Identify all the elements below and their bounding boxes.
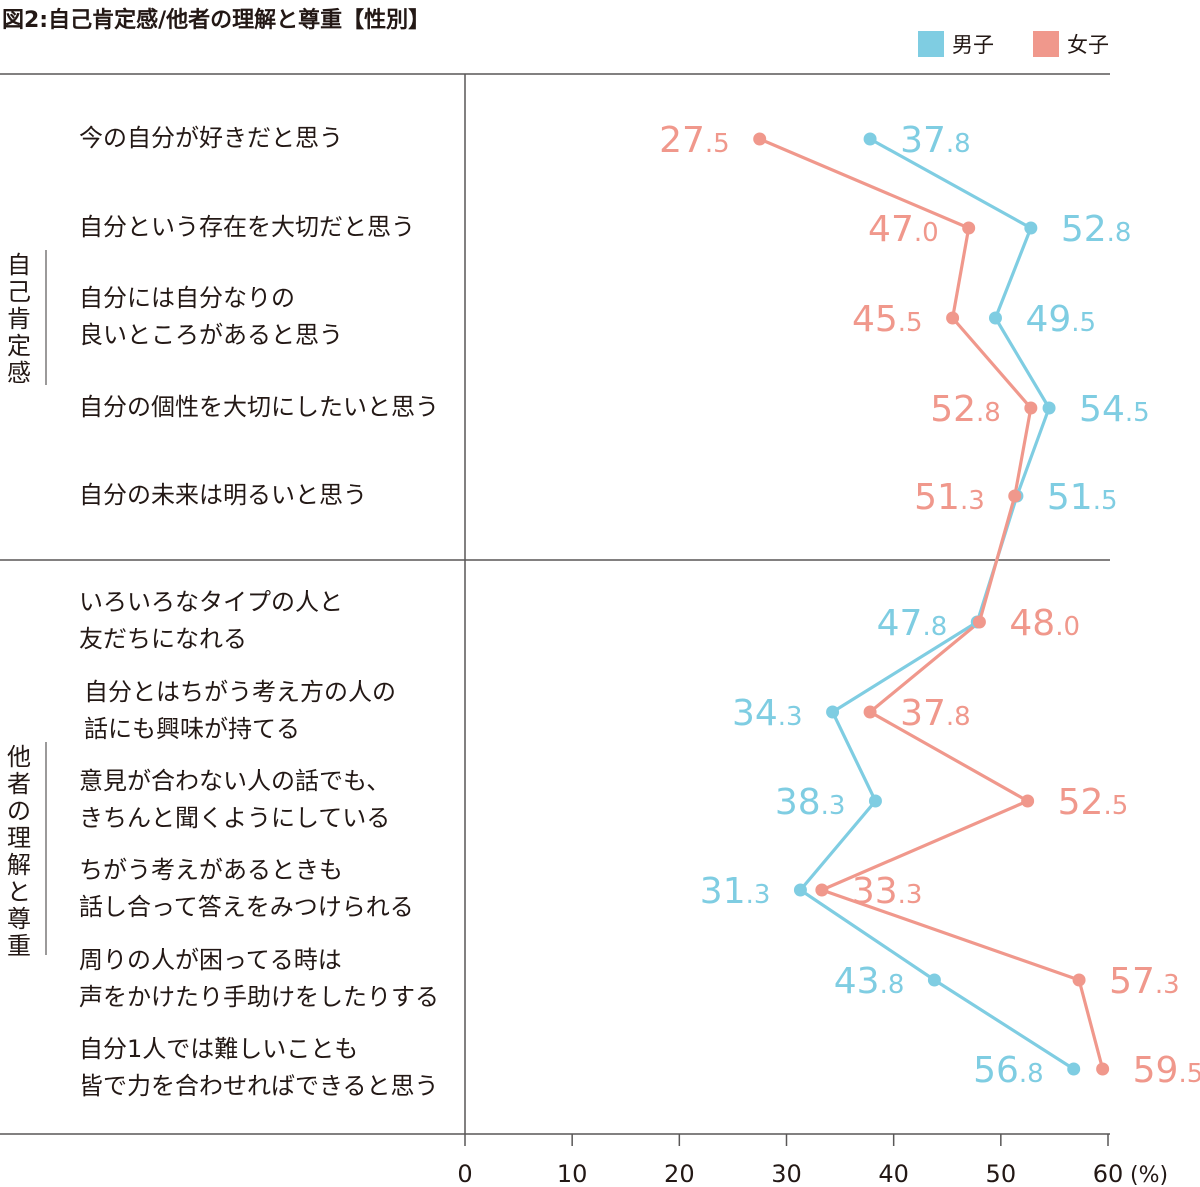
data-label: 33.3	[852, 871, 923, 912]
data-label: 37.8	[900, 693, 971, 734]
legend-label: 女子	[1067, 33, 1109, 57]
data-label: 38.3	[775, 782, 846, 823]
data-point-girls	[946, 311, 960, 325]
data-point-girls	[962, 221, 976, 235]
legend-swatch	[918, 31, 944, 57]
data-point-girls	[972, 615, 986, 629]
data-point-boys	[1024, 221, 1038, 235]
data-label: 43.8	[834, 961, 905, 1002]
category-label: いろいろなタイプの人と 友だちになれる	[79, 588, 343, 653]
data-label: 37.8	[900, 120, 971, 161]
data-label: 31.3	[700, 871, 771, 912]
data-label: 56.8	[973, 1050, 1044, 1091]
data-label: 47.0	[868, 209, 939, 250]
data-point-girls	[1096, 1062, 1110, 1076]
legend-swatch	[1033, 31, 1059, 57]
x-tick-label: 0	[457, 1160, 472, 1187]
x-tick-label: 10	[557, 1160, 588, 1187]
category-label: ちがう考えがあるときも 話し合って答えをみつけられる	[79, 856, 414, 921]
data-point-boys	[1042, 401, 1056, 415]
data-label: 52.8	[930, 389, 1001, 430]
data-label: 27.5	[659, 120, 730, 161]
data-point-girls	[815, 883, 829, 897]
data-point-boys	[927, 973, 941, 987]
x-tick-label: 30	[771, 1160, 802, 1187]
data-point-girls	[863, 705, 877, 719]
legend-label: 男子	[952, 33, 994, 57]
data-point-boys	[868, 794, 882, 808]
data-point-boys	[988, 311, 1002, 325]
group-label: 他者の理解と尊重	[7, 743, 31, 960]
data-label: 51.3	[914, 477, 985, 518]
category-label: 自分の個性を大切にしたいと思う	[79, 392, 439, 421]
data-point-boys	[793, 883, 807, 897]
x-tick-label: 60	[1093, 1160, 1124, 1187]
category-label: 自分には自分なりの 良いところがあると思う	[79, 284, 343, 349]
data-point-girls	[1008, 489, 1022, 503]
data-label: 48.0	[1009, 603, 1080, 644]
data-point-girls	[1021, 794, 1035, 808]
data-point-boys	[1067, 1062, 1081, 1076]
data-label: 59.5	[1133, 1050, 1200, 1091]
category-label: 意見が合わない人の話でも、 きちんと聞くようにしている	[79, 767, 391, 832]
data-label: 54.5	[1079, 389, 1150, 430]
legend-item: 男子	[918, 30, 994, 58]
x-tick-label: 20	[664, 1160, 695, 1187]
category-label: 今の自分が好きだと思う	[79, 123, 343, 152]
data-label: 57.3	[1109, 961, 1180, 1002]
data-point-boys	[826, 705, 840, 719]
data-label: 45.5	[852, 299, 923, 340]
category-label: 周りの人が困ってる時は 声をかけたり手助けをしたりする	[79, 946, 439, 1011]
legend-item: 女子	[1033, 30, 1109, 58]
data-label: 47.8	[877, 603, 948, 644]
chart-title: 図2:自己肯定感/他者の理解と尊重【性別】	[2, 8, 431, 33]
category-label: 自分とはちがう考え方の人の 話にも興味が持てる	[84, 678, 396, 743]
data-point-girls	[1072, 973, 1086, 987]
group-label: 自己肯定感	[7, 251, 31, 387]
data-label: 49.5	[1025, 299, 1096, 340]
x-unit-label: (%)	[1130, 1163, 1168, 1187]
x-tick-label: 50	[986, 1160, 1017, 1187]
category-label: 自分という存在を大切だと思う	[79, 212, 415, 241]
data-label: 52.8	[1061, 209, 1132, 250]
data-label: 51.5	[1047, 477, 1118, 518]
data-label: 52.5	[1058, 782, 1129, 823]
x-tick-label: 40	[878, 1160, 909, 1187]
data-point-girls	[753, 132, 767, 146]
category-label: 自分1人では難しいことも 皆で力を合わせればできると思う	[79, 1035, 439, 1100]
category-label: 自分の未来は明るいと思う	[79, 480, 367, 509]
data-point-boys	[863, 132, 877, 146]
data-label: 34.3	[732, 693, 803, 734]
data-point-girls	[1024, 401, 1038, 415]
